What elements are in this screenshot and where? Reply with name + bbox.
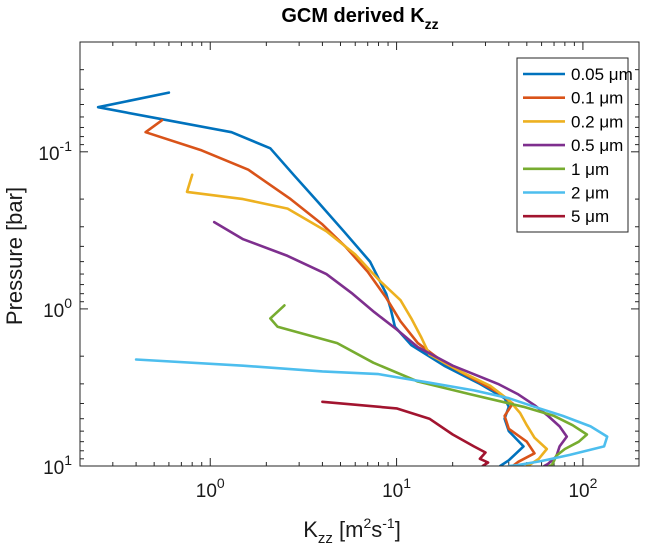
legend-label: 0.05 μm bbox=[571, 65, 633, 84]
y-tick-label: 100 bbox=[43, 295, 72, 322]
series-line bbox=[321, 400, 490, 466]
series-line bbox=[144, 119, 536, 466]
x-tick-label: 102 bbox=[568, 475, 597, 502]
x-tick-label: 100 bbox=[196, 475, 225, 502]
chart-title: GCM derived Kzz bbox=[281, 5, 438, 32]
series-group bbox=[96, 91, 609, 466]
legend: 0.05 μm 0.1 μm 0.2 μm 0.5 μm 1 μm 2 μm 5 μm bbox=[516, 57, 633, 233]
legend-label: 1 μm bbox=[571, 160, 609, 179]
x-tick-label: 101 bbox=[382, 475, 411, 502]
y-tick-label: 10-1 bbox=[38, 138, 72, 165]
legend-label: 5 μm bbox=[571, 207, 609, 226]
legend-label: 2 μm bbox=[571, 184, 609, 203]
series-line bbox=[134, 358, 609, 466]
y-tick-labels: 10-1 100 101 bbox=[38, 138, 72, 479]
legend-label: 0.5 μm bbox=[571, 136, 623, 155]
x-axis-title: Kzz [m2s-1] bbox=[303, 515, 401, 547]
legend-label: 0.2 μm bbox=[571, 112, 623, 131]
plot-frame bbox=[79, 41, 640, 467]
y-axis-title: Pressure [bar] bbox=[2, 187, 27, 325]
legend-label: 0.1 μm bbox=[571, 89, 623, 108]
chart-title-subscript: zz bbox=[425, 16, 439, 32]
x-tick-labels: 100 101 102 bbox=[196, 475, 598, 502]
series-line bbox=[212, 220, 569, 466]
y-tick-label: 101 bbox=[43, 452, 72, 479]
